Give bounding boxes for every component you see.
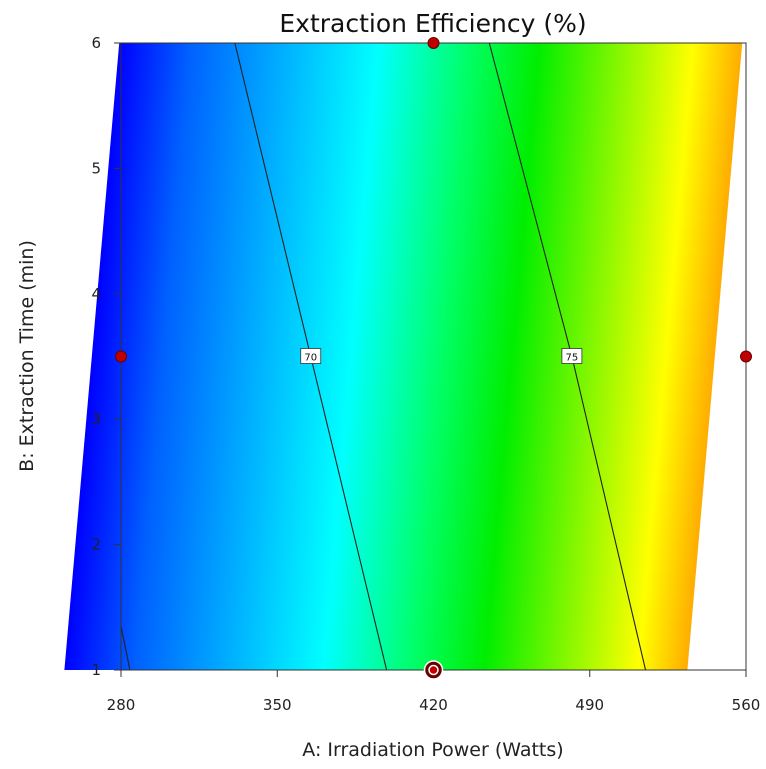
y-tick-label: 1 xyxy=(91,661,101,679)
x-axis: 280 350 420 490 560 xyxy=(107,670,761,714)
y-tick-label: 6 xyxy=(91,34,101,52)
contour-layer: 70 75 xyxy=(121,43,647,670)
design-point xyxy=(115,350,127,363)
x-tick-label: 420 xyxy=(419,696,448,714)
design-point xyxy=(740,350,752,363)
contour-label: 75 xyxy=(566,353,579,364)
y-tick-label: 4 xyxy=(91,285,101,303)
y-tick-label: 2 xyxy=(91,536,101,554)
y-axis-label: B: Extraction Time (min) xyxy=(16,240,38,472)
plot-area-fill xyxy=(64,43,743,670)
design-point xyxy=(427,37,440,49)
contour-label: 70 xyxy=(304,353,317,364)
design-point xyxy=(428,664,439,676)
x-tick-label: 280 xyxy=(107,696,136,714)
x-tick-label: 350 xyxy=(263,696,292,714)
contour-line xyxy=(121,626,131,670)
y-tick-label: 5 xyxy=(91,159,101,177)
design-points xyxy=(115,37,752,680)
chart-title: Extraction Efficiency (%) xyxy=(279,9,586,38)
contour-label-box xyxy=(561,348,583,364)
contour-label-box xyxy=(300,348,322,364)
y-tick-label: 3 xyxy=(91,410,101,428)
x-tick-label: 490 xyxy=(575,696,604,714)
x-tick-label: 560 xyxy=(732,696,761,714)
y-axis: 1 2 3 4 5 6 xyxy=(91,34,121,679)
x-axis-label: A: Irradiation Power (Watts) xyxy=(302,739,563,761)
